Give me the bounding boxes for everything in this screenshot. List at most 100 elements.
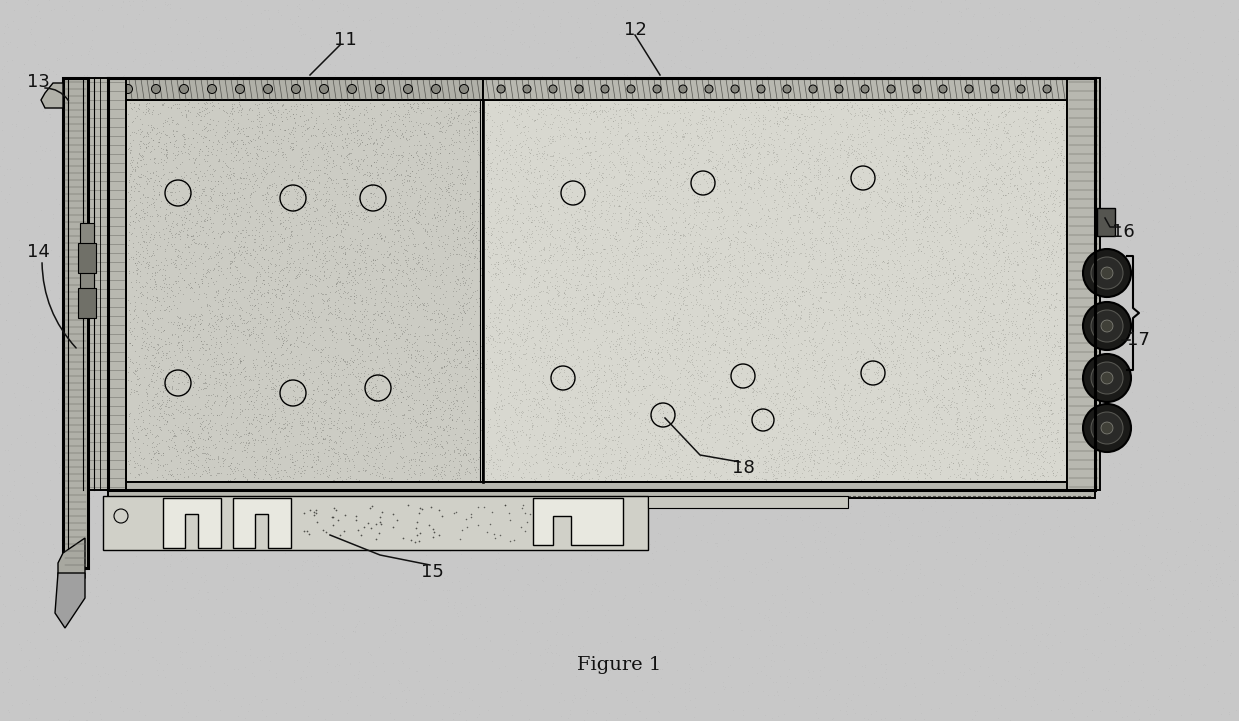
Point	[154, 456, 173, 468]
Point	[497, 195, 517, 206]
Point	[778, 249, 798, 260]
Point	[435, 203, 455, 215]
Point	[230, 235, 250, 247]
Point	[191, 571, 211, 583]
Point	[797, 164, 817, 176]
Point	[120, 213, 140, 224]
Point	[416, 447, 436, 459]
Point	[603, 304, 623, 316]
Point	[606, 8, 626, 19]
Point	[610, 110, 629, 122]
Point	[669, 429, 689, 441]
Point	[100, 134, 120, 146]
Point	[519, 382, 539, 394]
Point	[130, 336, 150, 348]
Point	[699, 102, 719, 113]
Point	[455, 272, 475, 283]
Point	[987, 118, 1007, 129]
Point	[367, 110, 387, 121]
Point	[704, 454, 724, 466]
Point	[771, 160, 790, 172]
Point	[507, 270, 527, 281]
Point	[800, 289, 820, 301]
Point	[611, 361, 631, 373]
Point	[265, 430, 285, 442]
Point	[558, 109, 577, 120]
Point	[852, 670, 872, 681]
Point	[460, 252, 479, 263]
Point	[229, 412, 249, 423]
Point	[804, 345, 824, 356]
Point	[327, 659, 347, 671]
Point	[447, 271, 467, 283]
Point	[786, 136, 805, 148]
Point	[795, 399, 815, 411]
Point	[123, 424, 142, 435]
Point	[584, 362, 603, 373]
Point	[125, 246, 145, 257]
Point	[538, 288, 558, 299]
Point	[253, 400, 273, 412]
Point	[1054, 371, 1074, 382]
Point	[539, 384, 559, 396]
Point	[1175, 584, 1194, 596]
Point	[248, 346, 268, 358]
Point	[414, 298, 434, 309]
Point	[862, 240, 882, 252]
Point	[847, 182, 867, 194]
Point	[1020, 423, 1040, 435]
Point	[301, 404, 321, 416]
Point	[729, 247, 748, 258]
Point	[455, 370, 475, 381]
Point	[1068, 235, 1088, 247]
Point	[592, 465, 612, 477]
Point	[885, 207, 904, 218]
Point	[457, 360, 477, 371]
Point	[223, 187, 243, 198]
Point	[489, 239, 509, 251]
Point	[779, 397, 799, 409]
Point	[1028, 105, 1048, 116]
Point	[840, 153, 860, 164]
Point	[1051, 75, 1070, 87]
Point	[270, 275, 290, 286]
Point	[383, 417, 403, 429]
Point	[1016, 366, 1036, 377]
Point	[305, 344, 325, 355]
Point	[849, 389, 869, 400]
Point	[440, 454, 460, 465]
Point	[125, 331, 145, 342]
Point	[309, 100, 328, 112]
Point	[1067, 144, 1087, 156]
Point	[623, 479, 643, 491]
Point	[123, 342, 142, 354]
Point	[1124, 706, 1144, 717]
Point	[234, 317, 254, 329]
Point	[284, 265, 304, 276]
Point	[1000, 180, 1020, 192]
Point	[1053, 10, 1073, 22]
Point	[840, 97, 860, 108]
Point	[405, 285, 425, 296]
Point	[353, 417, 373, 429]
Point	[684, 218, 704, 230]
Point	[629, 342, 649, 353]
Point	[432, 329, 452, 341]
Point	[207, 433, 227, 444]
Point	[434, 325, 453, 337]
Point	[572, 113, 592, 125]
Point	[550, 102, 570, 113]
Point	[726, 97, 746, 109]
Point	[898, 255, 918, 266]
Point	[212, 466, 232, 477]
Point	[570, 305, 590, 317]
Point	[351, 129, 370, 141]
Point	[341, 384, 361, 396]
Point	[909, 182, 929, 194]
Point	[608, 102, 628, 113]
Point	[650, 267, 670, 279]
Point	[258, 694, 278, 705]
Point	[545, 74, 565, 86]
Point	[1063, 451, 1083, 462]
Point	[595, 373, 615, 385]
